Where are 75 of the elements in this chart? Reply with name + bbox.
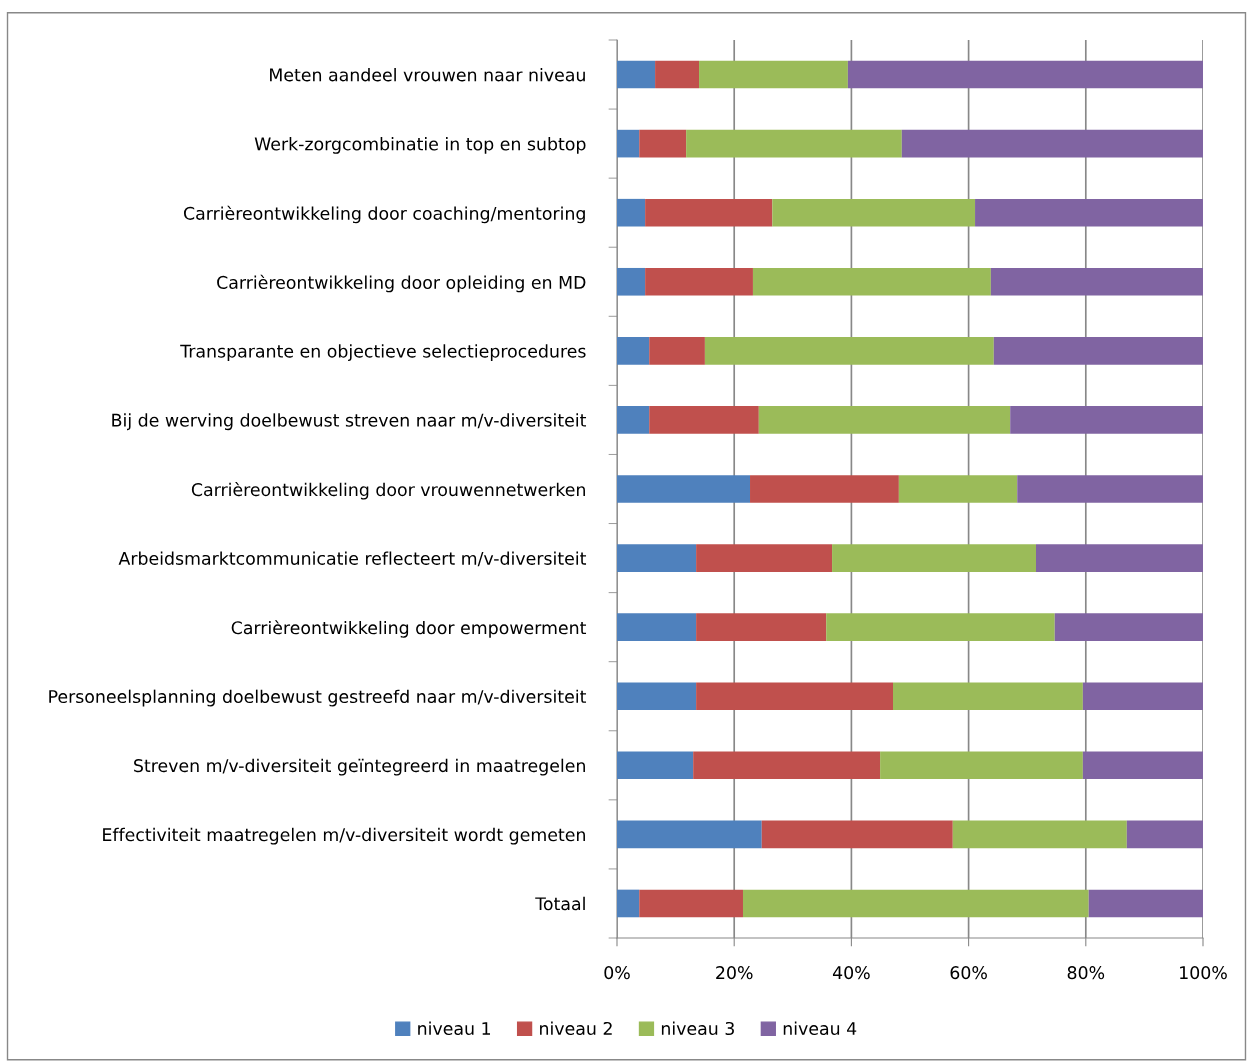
bar: [832, 544, 1036, 572]
bar: [993, 337, 1203, 365]
bar: [1082, 682, 1203, 711]
bar: [1088, 889, 1203, 918]
x-tick-label: 80%: [1067, 966, 1105, 980]
bar: [696, 544, 833, 572]
bar: [617, 820, 762, 849]
y-tick-label: Carrièreontwikkeling door opleiding en MD: [217, 274, 586, 293]
x-tick-label: 40%: [832, 966, 870, 980]
bar: [696, 682, 894, 711]
bar: [639, 889, 743, 918]
legend-label: niveau 1: [418, 1021, 491, 1036]
bar: [1082, 751, 1203, 780]
y-tick-label: Effectiviteit maatregelen m/v-diversiteit wordt gemeten: [103, 827, 585, 845]
bar: [617, 267, 646, 296]
bar: [742, 889, 1089, 918]
bar: [758, 406, 1011, 434]
y-tick-label: Personeelsplanning doelbewust gestreefd naar m/v-diversiteit: [49, 689, 587, 707]
bar: [1017, 475, 1203, 503]
bar: [617, 60, 656, 89]
bar: [617, 129, 640, 158]
y-tick-label: Totaal: [535, 896, 585, 911]
bar: [617, 613, 697, 641]
bar: [1010, 406, 1203, 434]
bar: [617, 475, 751, 503]
y-tick-label: Carrièreontwikkeling door vrouwennetwerken: [191, 482, 585, 500]
bar: [617, 337, 650, 365]
bar: [952, 820, 1127, 849]
legend-label: niveau 2: [540, 1021, 612, 1036]
bar: [975, 198, 1203, 227]
bar: [639, 129, 687, 158]
bar: [772, 198, 976, 227]
bar: [617, 198, 646, 227]
bar: [617, 751, 694, 780]
x-tick-label: 60%: [950, 966, 987, 980]
bar: [752, 267, 991, 296]
y-tick-label: Streven m/v-diversiteit geïntegreerd in maatregelen: [134, 758, 585, 776]
bar: [649, 337, 705, 365]
bar: [898, 475, 1018, 503]
y-tick-label: Meten aandeel vrouwen naar niveau: [270, 67, 585, 82]
bar: [617, 682, 697, 711]
legend-label: niveau 3: [661, 1021, 734, 1036]
x-tick-label: 100%: [1180, 966, 1227, 980]
bar: [826, 613, 1055, 641]
bar: [655, 60, 700, 89]
bar: [645, 198, 773, 227]
bar: [617, 889, 640, 918]
bar: [1054, 613, 1203, 641]
bar: [761, 820, 953, 849]
bar: [901, 129, 1203, 158]
x-tick-label: 0%: [604, 966, 630, 980]
bar: [1126, 820, 1203, 849]
bar: [704, 337, 994, 365]
y-tick-label: Bij de werving doelbewust streven naar m/v-diversiteit: [112, 413, 587, 431]
bar: [847, 60, 1203, 89]
bar: [649, 406, 759, 434]
bar: [699, 60, 848, 89]
bar: [990, 267, 1203, 296]
y-tick-label: Transparante en objectieve selectieprocedures: [180, 344, 586, 362]
bar: [617, 406, 650, 434]
bar: [880, 751, 1083, 780]
bar: [1035, 544, 1203, 572]
legend-label: niveau 4: [783, 1021, 857, 1036]
bar: [893, 682, 1083, 711]
bar: [645, 267, 753, 296]
y-tick-label: Carrièreontwikkeling door empowerment: [231, 620, 587, 638]
bar: [686, 129, 902, 158]
bar: [693, 751, 881, 780]
bar: [617, 544, 697, 572]
y-tick-label: Carrièreontwikkeling door coaching/mentoring: [183, 205, 585, 224]
x-tick-label: 20%: [716, 966, 753, 980]
bar: [750, 475, 899, 503]
bar: [696, 613, 827, 641]
y-tick-label: Arbeidsmarktcommunicatie reflecteert m/v-diversiteit: [118, 551, 587, 567]
y-tick-label: Werk-zorgcombinatie in top en subtop: [254, 137, 586, 154]
